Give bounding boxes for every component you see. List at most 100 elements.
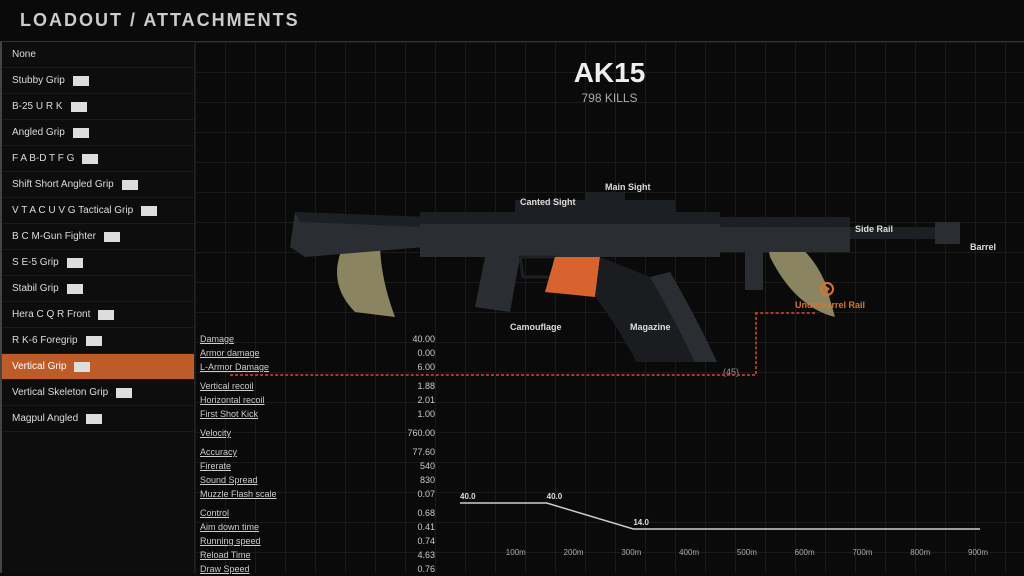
stat-label: First Shot Kick: [200, 409, 258, 419]
stat-label: Reload Time: [200, 550, 251, 560]
stat-row: Armor damage 0.00: [200, 346, 435, 360]
stat-label: Control: [200, 508, 229, 518]
weapon-kills: 798 KILLS: [195, 91, 1024, 105]
grip-icon: [71, 102, 87, 112]
stat-label: Vertical recoil: [200, 381, 254, 391]
stat-row: Draw Speed0.76: [200, 562, 435, 576]
stat-value: 0.68: [417, 508, 435, 518]
stat-row: Accuracy 77.60: [200, 445, 435, 459]
stat-row: Sound Spread830: [200, 473, 435, 487]
stats-panel: Damage 40.00 Armor damage 0.00 L-Armor Damag…: [200, 332, 435, 576]
svg-text:200m: 200m: [564, 548, 584, 557]
grip-item[interactable]: Hera C Q R Front: [2, 302, 194, 328]
slot-side-rail[interactable]: Side Rail: [855, 224, 893, 234]
grip-item[interactable]: F A B-D T F G: [2, 146, 194, 172]
svg-text:900m: 900m: [968, 548, 988, 557]
slot-underbarrel-marker[interactable]: [820, 282, 834, 296]
svg-text:700m: 700m: [852, 548, 872, 557]
stat-value: 0.07: [417, 489, 435, 499]
stat-value: 40.00: [412, 334, 435, 344]
grip-label: F A B-D T F G: [12, 153, 74, 164]
grip-item[interactable]: B C M-Gun Fighter: [2, 224, 194, 250]
grip-item[interactable]: S E-5 Grip: [2, 250, 194, 276]
grip-item[interactable]: Angled Grip: [2, 120, 194, 146]
stat-row: First Shot Kick1.00: [200, 407, 435, 421]
slot-camouflage[interactable]: Camouflage: [510, 322, 562, 332]
grip-label: R K-6 Foregrip: [12, 335, 78, 346]
damage-chart: 40.040.014.0100m200m300m400m500m600m700m…: [440, 483, 1004, 563]
grip-item[interactable]: Magpul Angled: [2, 406, 194, 432]
slot-underbarrel[interactable]: Underbarrel Rail: [795, 300, 865, 310]
grip-label: V T A C U V G Tactical Grip: [12, 205, 133, 216]
grip-item[interactable]: B-25 U R K: [2, 94, 194, 120]
stat-value: 2.01: [417, 395, 435, 405]
stat-label: Accuracy: [200, 447, 237, 457]
grip-icon: [116, 388, 132, 398]
grip-icon: [67, 284, 83, 294]
grip-label: Shift Short Angled Grip: [12, 179, 114, 190]
stat-label: Draw Speed: [200, 564, 250, 574]
svg-text:300m: 300m: [621, 548, 641, 557]
grip-item[interactable]: Stubby Grip: [2, 68, 194, 94]
stat-row: Running speed 0.74: [200, 534, 435, 548]
grip-item[interactable]: Vertical Skeleton Grip: [2, 380, 194, 406]
svg-text:600m: 600m: [795, 548, 815, 557]
stat-label: Sound Spread: [200, 475, 258, 485]
stat-value: 0.41: [417, 522, 435, 532]
weapon-preview: Main Sight Canted Sight Side Rail Barrel…: [235, 142, 1004, 342]
grip-label: Vertical Grip: [12, 361, 66, 372]
stat-row: L-Armor Damage 6.00: [200, 360, 435, 374]
grip-icon: [82, 154, 98, 164]
grip-item[interactable]: Shift Short Angled Grip: [2, 172, 194, 198]
grip-icon: [141, 206, 157, 216]
slot-barrel[interactable]: Barrel: [970, 242, 996, 252]
svg-text:500m: 500m: [737, 548, 757, 557]
stat-value: 0.74: [417, 536, 435, 546]
svg-text:800m: 800m: [910, 548, 930, 557]
grip-item[interactable]: Stabil Grip: [2, 276, 194, 302]
stat-row: Firerate540: [200, 459, 435, 473]
stat-row: Aim down time 0.41: [200, 520, 435, 534]
svg-text:100m: 100m: [506, 548, 526, 557]
grip-label: Stubby Grip: [12, 75, 65, 86]
grip-icon: [86, 414, 102, 424]
svg-text:40.0: 40.0: [547, 492, 563, 501]
stat-label: Aim down time: [200, 522, 259, 532]
grip-label: S E-5 Grip: [12, 257, 59, 268]
slot-magazine[interactable]: Magazine: [630, 322, 671, 332]
weapon-title-block: AK15 798 KILLS: [195, 42, 1024, 105]
grip-icon: [104, 232, 120, 242]
grip-icon: [73, 76, 89, 86]
stat-row: Velocity760.00: [200, 426, 435, 440]
grip-icon: [98, 310, 114, 320]
grip-label: Stabil Grip: [12, 283, 59, 294]
weapon-name: AK15: [195, 57, 1024, 89]
slot-canted-sight[interactable]: Canted Sight: [520, 197, 576, 207]
weapon-svg: [235, 142, 1005, 362]
stat-label: Armor damage: [200, 348, 260, 358]
header-title: LOADOUT / ATTACHMENTS: [20, 10, 300, 30]
grip-item[interactable]: Vertical Grip: [2, 354, 194, 380]
grip-icon: [122, 180, 138, 190]
stat-label: Horizontal recoil: [200, 395, 265, 405]
stat-label: Running speed: [200, 536, 261, 546]
stat-label: Firerate: [200, 461, 231, 471]
grip-label: B C M-Gun Fighter: [12, 231, 96, 242]
grip-item[interactable]: None: [2, 42, 194, 68]
stat-row: Vertical recoil1.88: [200, 379, 435, 393]
connector-v1: [755, 312, 757, 374]
stat-label: Velocity: [200, 428, 231, 438]
stat-value: 77.60: [412, 447, 435, 457]
stat-label: L-Armor Damage: [200, 362, 269, 372]
stat-label: Damage: [200, 334, 234, 344]
slot-main-sight[interactable]: Main Sight: [605, 182, 651, 192]
stat-value: 0.00: [417, 348, 435, 358]
stat-label: Muzzle Flash scale: [200, 489, 277, 499]
svg-text:40.0: 40.0: [460, 492, 476, 501]
stat-row: Reload Time4.63: [200, 548, 435, 562]
stat-value: 6.00: [417, 362, 435, 372]
grip-item[interactable]: V T A C U V G Tactical Grip: [2, 198, 194, 224]
grip-label: B-25 U R K: [12, 101, 63, 112]
grip-icon: [86, 336, 102, 346]
grip-item[interactable]: R K-6 Foregrip: [2, 328, 194, 354]
